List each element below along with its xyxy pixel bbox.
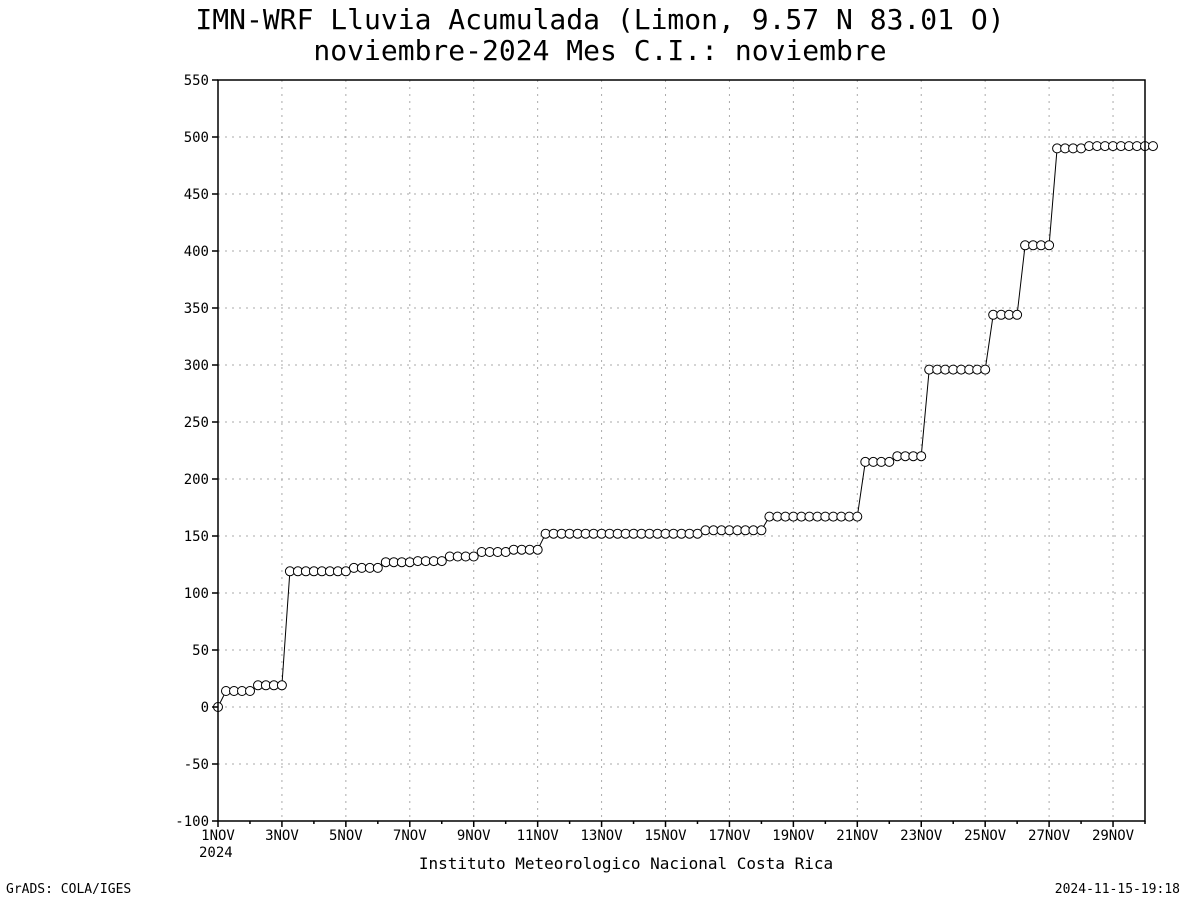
data-point [1148, 141, 1158, 152]
x-tick-label: 29NOV [1092, 828, 1135, 844]
y-tick-label: 200 [184, 472, 209, 488]
y-tick-label: 450 [184, 187, 209, 203]
x-tick-label: 9NOV [457, 828, 491, 844]
x-axis-label: Instituto Meteorologico Nacional Costa R… [419, 854, 833, 873]
data-point [1044, 240, 1055, 251]
x-tick-label: 11NOV [517, 828, 560, 844]
x-tick-label: 25NOV [964, 828, 1007, 844]
x-tick-label: 3NOV [265, 828, 299, 844]
y-tick-label: 500 [184, 130, 209, 146]
series-line-layer [217, 145, 1153, 708]
y-tick-label: 50 [192, 643, 209, 659]
y-tick-label: 0 [201, 700, 209, 716]
y-tick-label: 350 [184, 301, 209, 317]
data-point [884, 456, 895, 467]
data-point [756, 525, 767, 536]
data-point [532, 544, 543, 555]
y-tick-label: 400 [184, 244, 209, 260]
chart-title: IMN-WRF Lluvia Acumulada (Limon, 9.57 N … [195, 3, 1005, 36]
y-axis: -100 -50 0 50 100 150 200 250 300 350 400 450 500 550 [175, 73, 218, 830]
data-point [1012, 309, 1023, 320]
x-tick-label: 13NOV [581, 828, 624, 844]
data-point [980, 364, 991, 375]
y-tick-label: 250 [184, 415, 209, 431]
y-tick-label: 300 [184, 358, 209, 374]
x-tick-label: 27NOV [1028, 828, 1071, 844]
x-tick-label: 21NOV [836, 828, 879, 844]
y-tick-label: 100 [184, 586, 209, 602]
y-tick-label: -100 [175, 814, 209, 830]
plot-frame [217, 79, 1146, 822]
data-point [372, 562, 383, 573]
data-point [852, 511, 863, 522]
x-tick-label: 15NOV [644, 828, 687, 844]
x-tick-label: 7NOV [393, 828, 427, 844]
y-tick-label: 150 [184, 529, 209, 545]
chart-subtitle: noviembre-2024 Mes C.I.: noviembre [313, 34, 887, 67]
series-markers [213, 141, 1158, 712]
data-point [468, 551, 479, 562]
y-tick-label: 550 [184, 73, 209, 89]
x-tick-label: 19NOV [772, 828, 815, 844]
x-tick-label: 1NOV [201, 828, 235, 844]
data-point [245, 686, 255, 696]
data-point [436, 556, 447, 567]
x-tick-label: 23NOV [900, 828, 943, 844]
x-tick-label: 5NOV [329, 828, 363, 844]
footer-timestamp: 2024-11-15-19:18 [1054, 882, 1180, 897]
data-point [916, 451, 927, 462]
grid [218, 80, 1145, 821]
footer-credit: GrADS: COLA/IGES [6, 882, 132, 897]
series-line [217, 145, 1153, 708]
y-tick-label: -50 [184, 757, 209, 773]
x-year-label: 2024 [199, 845, 233, 861]
x-axis: 1NOV 3NOV 5NOV 7NOV 9NOV 11NOV 13NOV 15NOV 17NOV… [201, 821, 1146, 844]
x-tick-label: 17NOV [708, 828, 751, 844]
data-point [276, 680, 287, 691]
